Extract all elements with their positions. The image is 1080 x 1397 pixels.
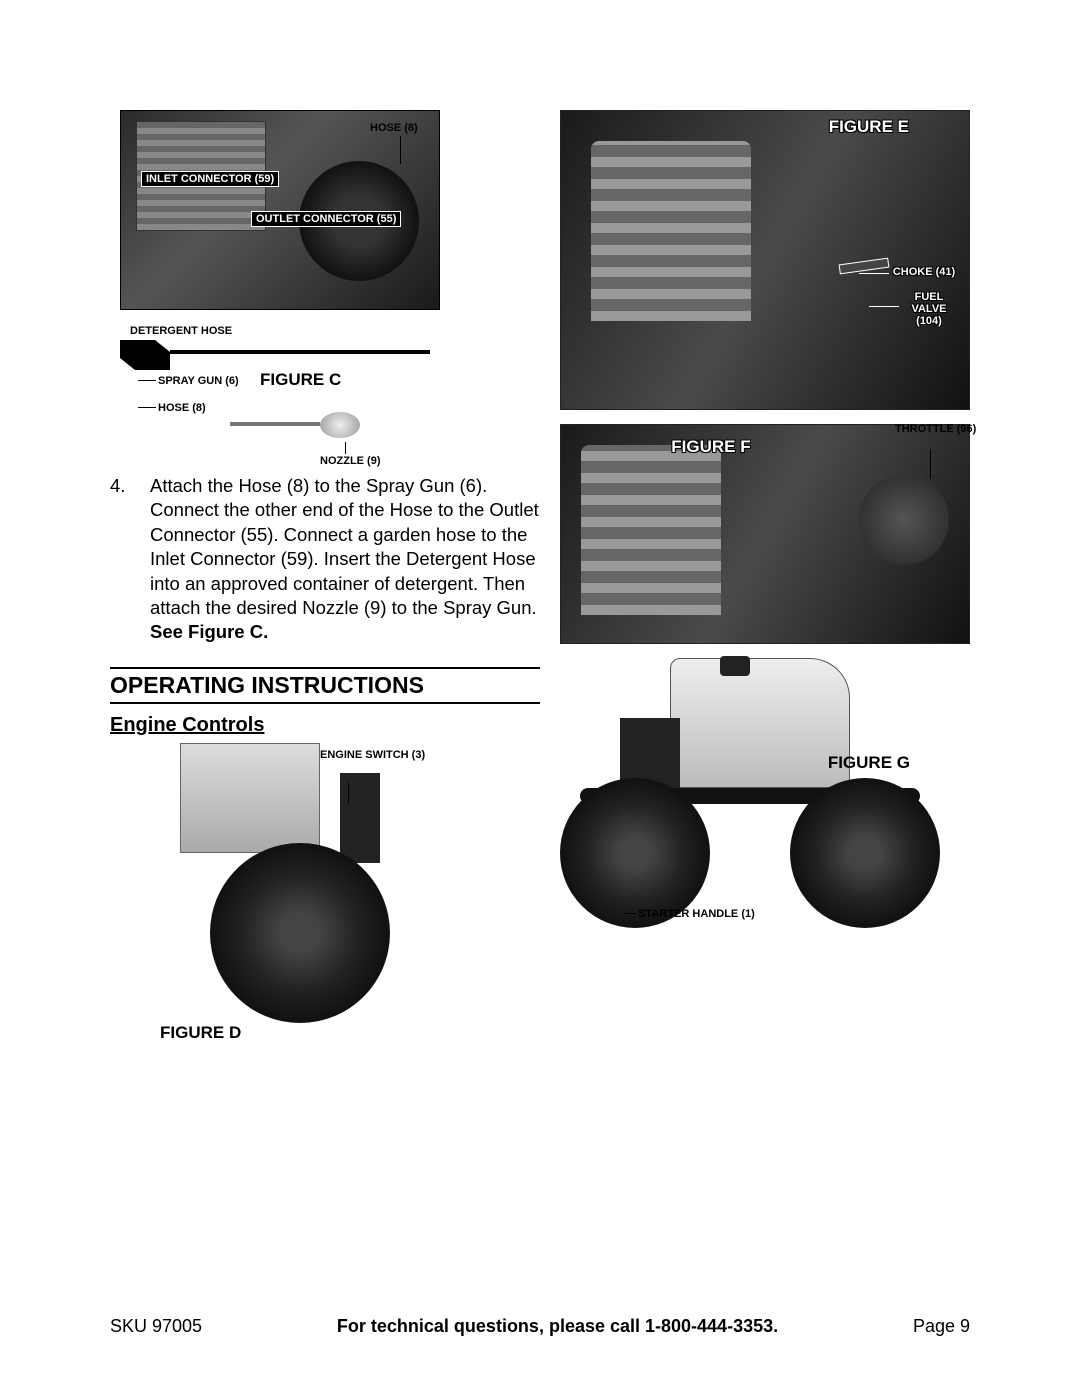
callout-hose-bottom: HOSE (8) [158,402,206,414]
callout-nozzle: NOZZLE (9) [320,455,381,467]
fuel-cap-illustration [720,656,750,676]
section-operating-instructions: OPERATING INSTRUCTIONS [110,667,540,704]
callout-outlet-connector: OUTLET CONNECTOR (55) [251,211,401,227]
callout-fuel-valve: FUEL VALVE (104) [899,291,959,327]
lead-line [400,136,401,164]
left-column: INLET CONNECTOR (59) OUTLET CONNECTOR (5… [110,110,540,1150]
wheel-illustration [210,843,390,1023]
step-body: Attach the Hose (8) to the Spray Gun (6)… [150,475,539,618]
figure-g-photo [560,658,970,938]
figure-c-title: FIGURE C [260,370,341,390]
figure-f: FIGURE F THROTTLE (96) [560,424,970,644]
nozzle-stem-icon [230,422,320,426]
gun-body-icon [120,340,170,370]
figure-e: FIGURE E CHOKE (41) FUEL VALVE (104) [560,110,970,410]
lead-line [930,449,931,479]
step-4-text: 4.Attach the Hose (8) to the Spray Gun (… [110,470,540,653]
lead-line [348,783,349,803]
engine-illustration [180,743,320,853]
engine-cylinder-illustration [581,445,721,615]
wheel-left-illustration [560,778,710,928]
figure-g: FIGURE G STARTER HANDLE (1) [560,658,970,968]
lead-line [869,306,899,307]
nozzle-illustration [230,410,370,440]
engine-cylinder-illustration [591,141,751,321]
engine-illustration [670,658,850,788]
recoil-housing-illustration [859,475,949,565]
see-figure-ref: See Figure C. [150,621,268,642]
lead-line [138,380,156,381]
callout-choke: CHOKE (41) [889,266,959,278]
right-column: FIGURE E CHOKE (41) FUEL VALVE (104) FIG… [560,110,970,1150]
callout-hose-top: HOSE (8) [370,122,418,134]
callout-spray-gun: SPRAY GUN (6) [158,375,239,387]
lead-line [345,442,346,454]
page-content: INLET CONNECTOR (59) OUTLET CONNECTOR (5… [110,110,970,1150]
figure-f-title: FIGURE F [671,437,750,457]
engine-switch-panel [340,773,380,863]
lead-line [859,273,889,274]
figure-c-photo: INLET CONNECTOR (59) OUTLET CONNECTOR (5… [120,110,440,310]
figure-c: INLET CONNECTOR (59) OUTLET CONNECTOR (5… [110,110,540,470]
nozzle-head-icon [320,412,360,438]
wheel-right-illustration [790,778,940,928]
figure-d-photo [150,743,400,1023]
footer-sku: SKU 97005 [110,1316,202,1337]
footer-tech-support: For technical questions, please call 1-8… [337,1316,778,1337]
callout-starter-handle: STARTER HANDLE (1) [638,908,755,920]
figure-g-title: FIGURE G [828,753,910,773]
figure-d: ENGINE SWITCH (3) FIGURE D [110,743,540,1073]
lead-line [138,407,156,408]
spray-gun-illustration [120,340,440,370]
gun-lance-icon [170,350,430,354]
choke-lever-illustration [839,258,890,275]
callout-inlet-connector: INLET CONNECTOR (59) [141,171,279,187]
figure-e-title: FIGURE E [829,117,909,137]
lead-line [625,913,637,914]
callout-detergent-hose: DETERGENT HOSE [130,325,232,337]
callout-engine-switch: ENGINE SWITCH (3) [320,749,380,761]
subhead-engine-controls: Engine Controls [110,714,540,737]
page-footer: SKU 97005 For technical questions, pleas… [110,1316,970,1337]
step-number: 4. [110,474,150,498]
figure-d-title: FIGURE D [160,1023,241,1043]
footer-page-number: Page 9 [913,1316,970,1337]
callout-throttle: THROTTLE (96) [895,423,965,435]
